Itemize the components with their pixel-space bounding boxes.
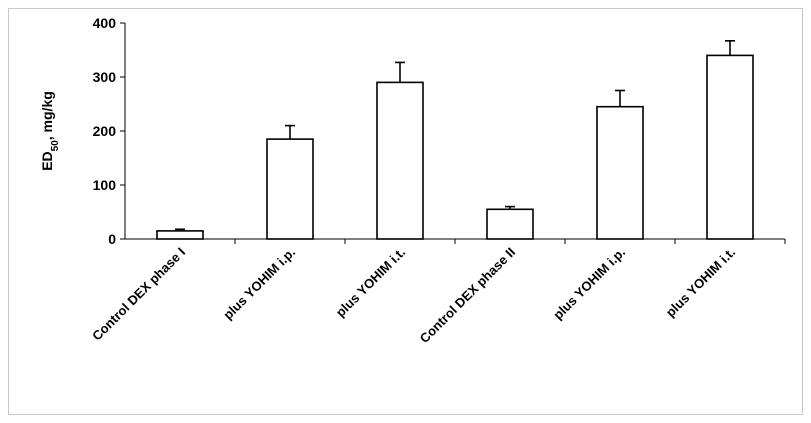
x-category-label-5: plus YOHIM i.t. bbox=[663, 245, 738, 320]
bar-3 bbox=[486, 208, 534, 240]
y-axis-title-main: ED bbox=[39, 151, 55, 170]
bar-1 bbox=[266, 138, 314, 240]
y-tick-label-1: 100 bbox=[93, 177, 117, 193]
bar-2 bbox=[376, 81, 424, 240]
y-tick-label-2: 200 bbox=[93, 123, 117, 139]
y-axis-title: ED50, mg/kg bbox=[39, 91, 61, 171]
chart-frame bbox=[8, 8, 803, 415]
bar-4 bbox=[596, 105, 644, 240]
bar-5 bbox=[706, 54, 754, 240]
y-tick-label-0: 0 bbox=[108, 231, 116, 247]
y-axis-title-sub: 50 bbox=[50, 140, 61, 152]
x-category-label-2: plus YOHIM i.t. bbox=[333, 245, 408, 320]
svg-text:ED50, mg/kg: ED50, mg/kg bbox=[39, 91, 61, 171]
y-axis-title-rest: , mg/kg bbox=[39, 91, 55, 140]
x-category-label-4: plus YOHIM i.p. bbox=[550, 245, 628, 323]
y-tick-label-4: 400 bbox=[93, 15, 117, 31]
y-tick-label-3: 300 bbox=[93, 69, 117, 85]
x-category-label-1: plus YOHIM i.p. bbox=[220, 245, 298, 323]
x-category-label-3: Control DEX phase II bbox=[417, 245, 519, 347]
bar-0 bbox=[156, 230, 204, 240]
x-category-label-0: Control DEX phase I bbox=[89, 245, 188, 344]
